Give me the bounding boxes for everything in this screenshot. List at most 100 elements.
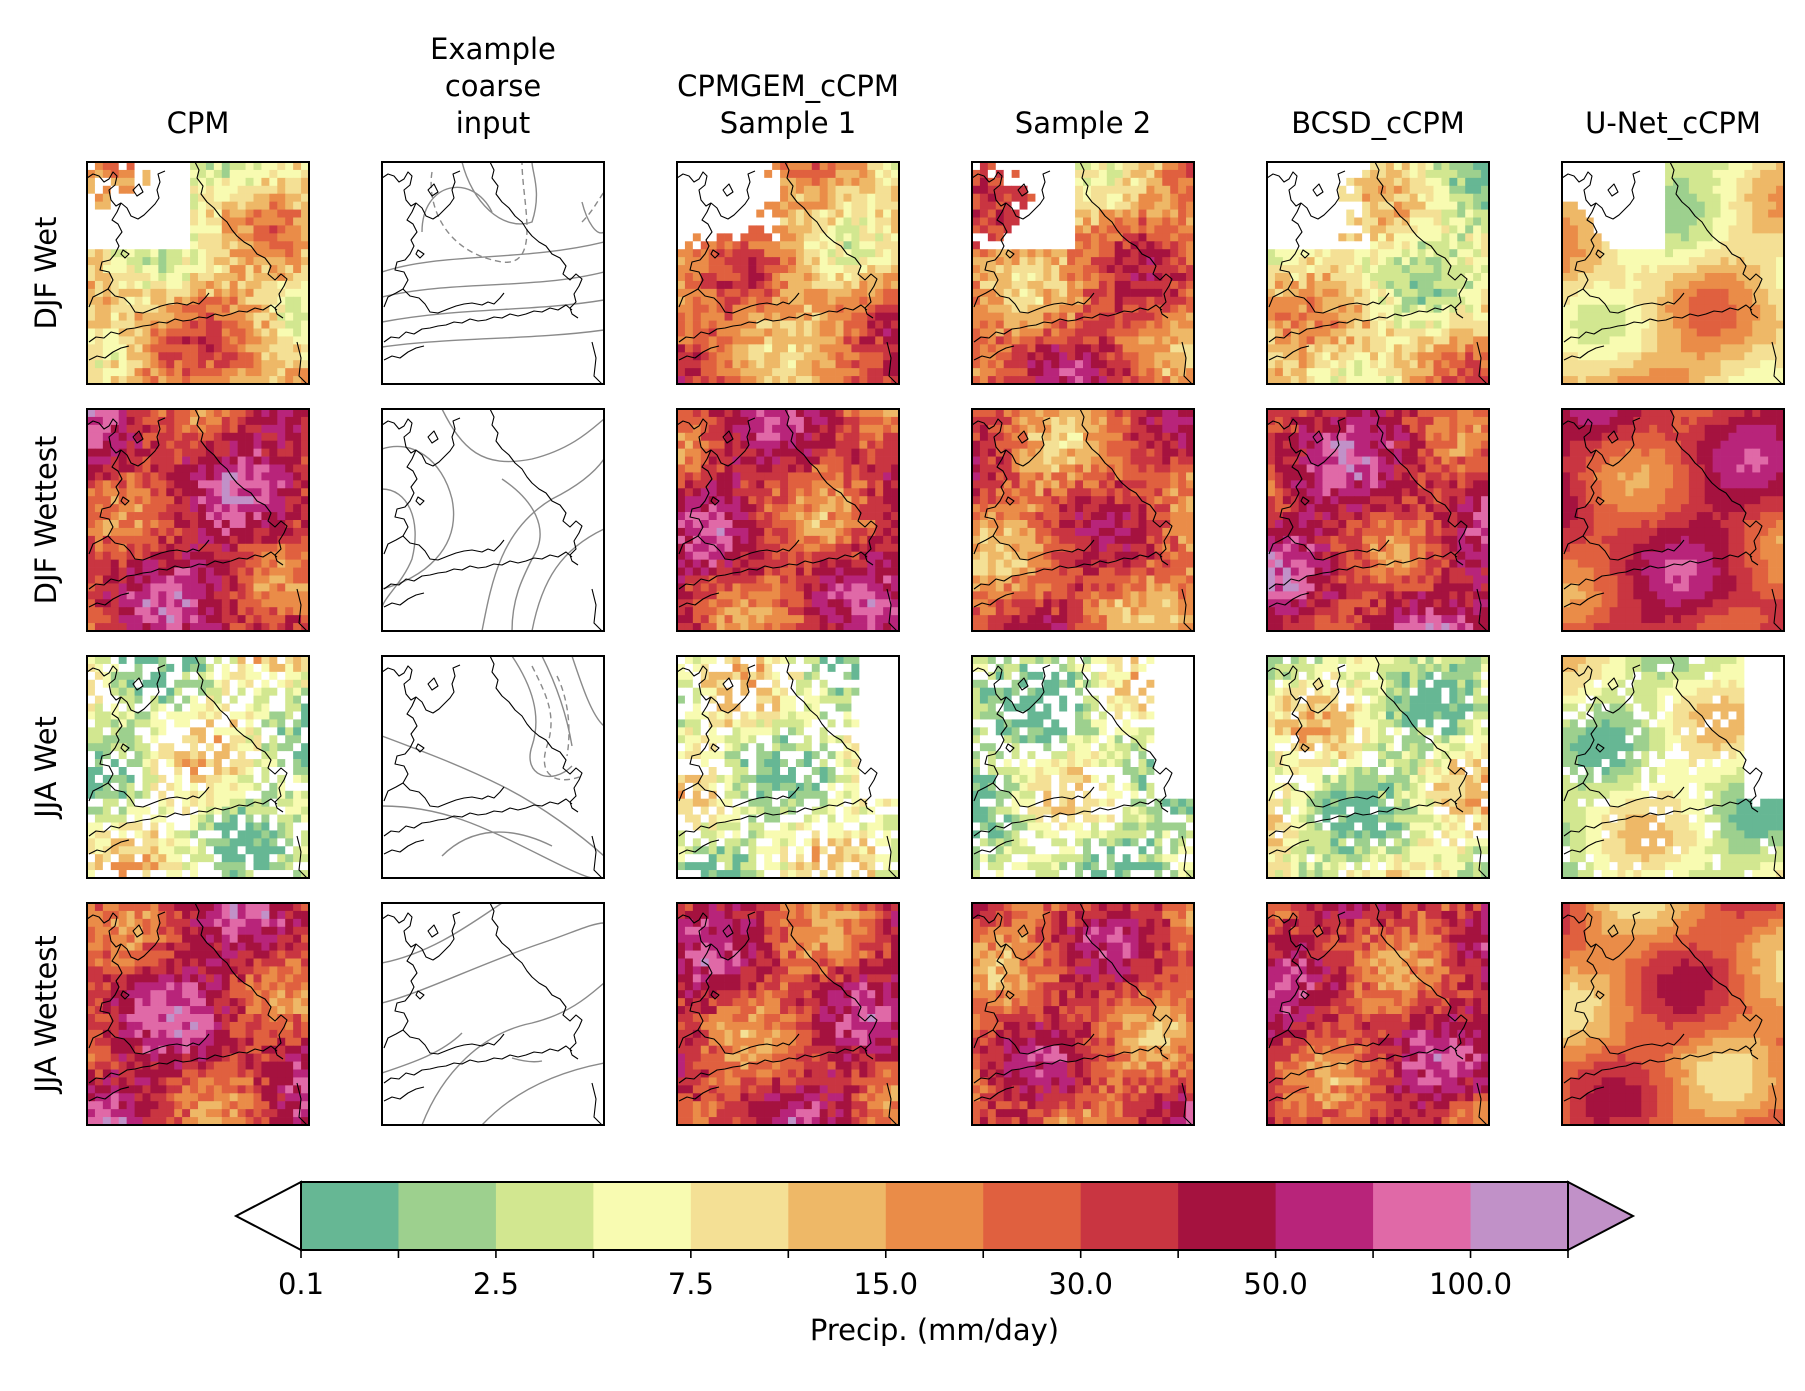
precip-cell bbox=[142, 440, 151, 449]
precip-cell bbox=[229, 551, 238, 560]
precip-cell bbox=[205, 535, 215, 545]
precip-cell bbox=[732, 328, 741, 337]
precip-cell bbox=[1138, 169, 1147, 179]
precip-cell bbox=[1170, 304, 1179, 313]
precip-cell bbox=[205, 336, 215, 345]
precip-cell bbox=[245, 169, 254, 179]
precip-cell bbox=[1720, 296, 1729, 306]
precip-cell bbox=[677, 328, 686, 337]
precip-cell bbox=[1562, 233, 1571, 242]
precip-cell bbox=[788, 440, 797, 449]
precip-cell bbox=[740, 376, 749, 384]
precip-cell bbox=[851, 320, 860, 329]
precip-cell bbox=[692, 280, 702, 290]
precip-cell bbox=[883, 352, 892, 361]
precip-cell bbox=[190, 257, 199, 266]
precip-cell bbox=[1760, 320, 1769, 329]
precip-cell bbox=[1768, 241, 1777, 250]
precip-cell bbox=[166, 480, 175, 489]
precip-cell bbox=[1011, 368, 1020, 377]
precip-cell bbox=[1617, 265, 1626, 274]
precip-cell bbox=[1409, 304, 1418, 313]
precip-cell bbox=[724, 360, 733, 369]
precip-cell bbox=[237, 273, 246, 282]
precip-cell bbox=[110, 440, 120, 449]
precip-cell bbox=[724, 193, 733, 202]
precip-cell bbox=[867, 273, 876, 282]
precip-cell bbox=[269, 265, 278, 274]
precip-cell bbox=[1138, 241, 1147, 250]
precip-cell bbox=[1090, 249, 1100, 258]
precip-cell bbox=[1393, 233, 1403, 242]
precip-cell bbox=[261, 472, 270, 481]
precip-cell bbox=[301, 416, 309, 426]
precip-cell bbox=[110, 607, 120, 616]
precip-cell bbox=[724, 257, 733, 266]
precip-cell bbox=[764, 472, 773, 481]
precip-cell bbox=[1067, 352, 1076, 361]
precip-cell bbox=[1290, 273, 1300, 282]
precip-cell bbox=[166, 177, 175, 187]
precip-cell bbox=[1035, 249, 1044, 258]
precip-cell bbox=[764, 193, 773, 202]
precip-cell bbox=[1314, 352, 1323, 361]
precip-cell bbox=[285, 567, 294, 576]
precip-cell bbox=[269, 416, 278, 426]
precip-cell bbox=[1170, 344, 1179, 353]
precip-cell bbox=[1720, 312, 1729, 321]
precip-cell bbox=[1673, 320, 1682, 329]
precip-cell bbox=[780, 233, 789, 242]
precip-cell bbox=[1330, 273, 1339, 282]
precip-cell bbox=[1569, 320, 1579, 329]
precip-cell bbox=[1019, 177, 1028, 187]
precip-cell bbox=[1019, 193, 1028, 202]
precip-cell bbox=[237, 177, 246, 187]
precip-cell bbox=[835, 233, 844, 242]
precip-cell bbox=[1267, 217, 1276, 226]
precip-cell bbox=[1680, 233, 1690, 242]
precip-cell bbox=[1090, 304, 1100, 313]
precip-cell bbox=[142, 201, 151, 210]
precip-cell bbox=[182, 162, 191, 171]
precip-cell bbox=[158, 280, 167, 290]
precip-cell bbox=[1633, 273, 1642, 282]
precip-cell bbox=[190, 265, 199, 274]
precip-cell bbox=[1593, 280, 1602, 290]
precip-cell bbox=[150, 209, 159, 218]
precip-cell bbox=[166, 583, 175, 592]
precip-cell bbox=[1035, 280, 1044, 290]
precip-cell bbox=[1274, 257, 1284, 266]
precip-cell bbox=[1019, 257, 1028, 266]
precip-cell bbox=[1577, 296, 1587, 306]
precip-cell bbox=[1473, 249, 1482, 258]
precip-cell bbox=[1274, 177, 1284, 187]
precip-cell bbox=[1067, 257, 1076, 266]
precip-cell bbox=[1649, 162, 1658, 171]
precip-cell bbox=[1267, 241, 1276, 250]
precip-cell bbox=[1688, 249, 1698, 258]
precip-cell bbox=[1736, 368, 1745, 377]
precip-cell bbox=[995, 352, 1005, 361]
precip-cell bbox=[1449, 273, 1458, 282]
precip-cell bbox=[1146, 296, 1155, 306]
precip-cell bbox=[1162, 257, 1171, 266]
precip-cell bbox=[1625, 360, 1634, 369]
precip-cell bbox=[995, 193, 1005, 202]
precip-cell bbox=[221, 296, 231, 306]
precip-cell bbox=[788, 177, 797, 187]
precip-cell bbox=[94, 607, 104, 616]
precip-cell bbox=[301, 217, 309, 226]
precip-cell bbox=[1019, 280, 1028, 290]
precip-cell bbox=[1712, 376, 1721, 384]
precip-cell bbox=[190, 424, 199, 434]
precip-cell bbox=[1362, 328, 1371, 337]
precip-cell bbox=[150, 273, 159, 282]
precip-cell bbox=[94, 504, 104, 513]
precip-cell bbox=[269, 480, 278, 489]
precip-cell bbox=[150, 527, 159, 537]
precip-cell bbox=[1457, 177, 1466, 187]
precip-cell bbox=[118, 169, 127, 179]
precip-cell bbox=[229, 591, 238, 600]
map-panel-djf-wet-coarse bbox=[381, 161, 605, 385]
precip-cell bbox=[1075, 336, 1084, 345]
